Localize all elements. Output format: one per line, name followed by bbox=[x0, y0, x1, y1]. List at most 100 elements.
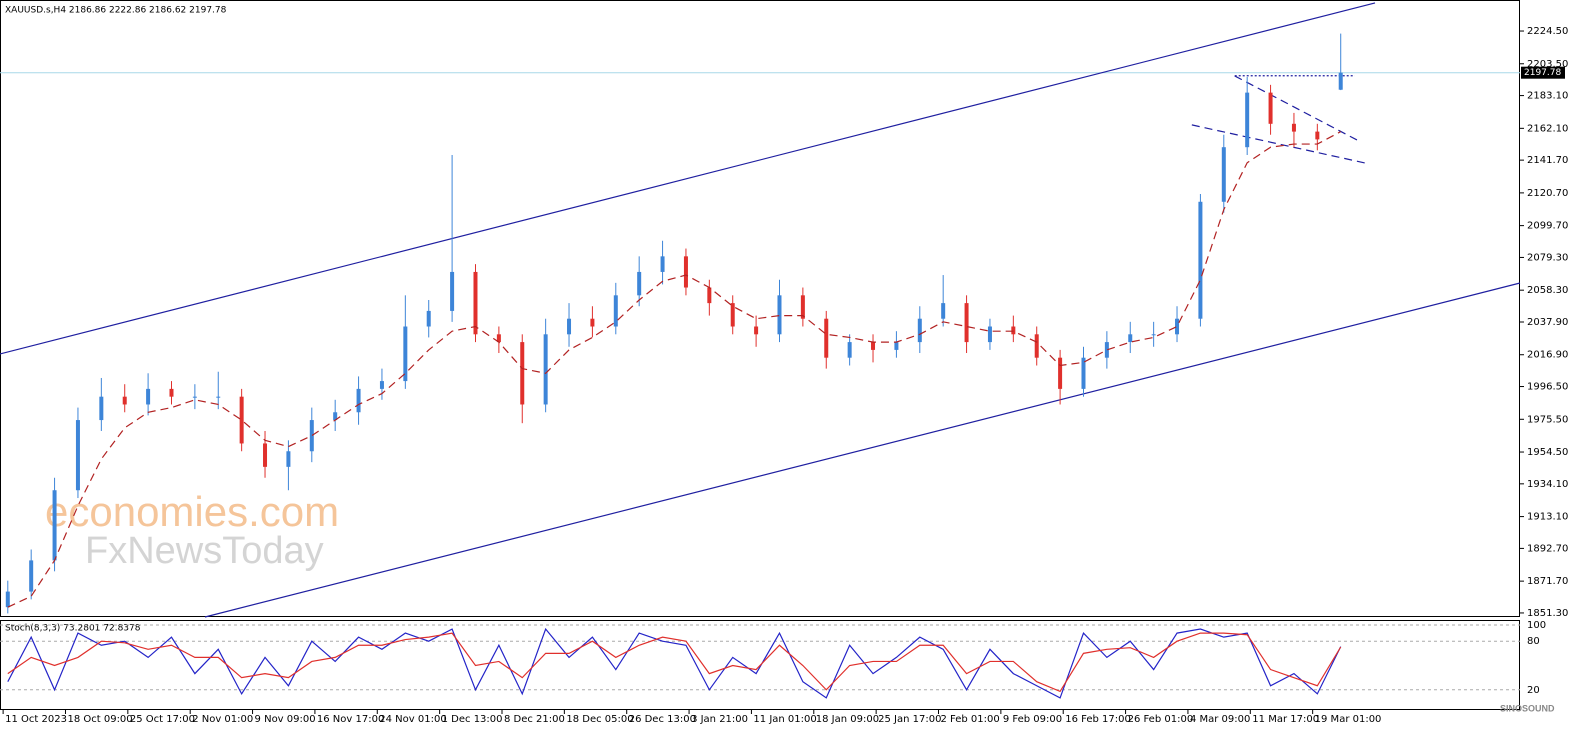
x-tick-label: 19 Mar 01:00 bbox=[1315, 714, 1382, 725]
watermark: FxNewsToday bbox=[85, 530, 324, 572]
candle-body bbox=[473, 271, 478, 335]
x-tick-label: 25 Jan 17:00 bbox=[878, 714, 941, 725]
candle-body bbox=[1058, 357, 1063, 389]
candle-body bbox=[169, 388, 174, 397]
candle-body bbox=[146, 388, 151, 405]
candle-body bbox=[707, 287, 712, 304]
x-tick-label: 11 Mar 17:00 bbox=[1252, 714, 1319, 725]
y-tick-label: 2224.50 bbox=[1527, 26, 1568, 37]
candle-body bbox=[777, 295, 782, 335]
candle-body bbox=[941, 303, 946, 319]
trendline bbox=[1234, 75, 1358, 141]
x-tick-label: 16 Feb 17:00 bbox=[1065, 714, 1131, 725]
x-tick-label: 24 Nov 01:00 bbox=[379, 714, 446, 725]
y-tick-label: 80 bbox=[1527, 636, 1540, 647]
x-tick-label: 18 Oct 09:00 bbox=[67, 714, 132, 725]
candle-body bbox=[403, 326, 408, 382]
y-tick-label: 2037.90 bbox=[1527, 317, 1568, 328]
candle-body bbox=[730, 303, 735, 327]
y-tick-label: 2141.70 bbox=[1527, 155, 1568, 166]
candle-body bbox=[426, 310, 431, 327]
candle-body bbox=[613, 295, 618, 327]
candle-body bbox=[637, 271, 642, 296]
candle-body bbox=[1081, 357, 1086, 389]
y-tick-label: 2058.30 bbox=[1527, 285, 1568, 296]
candle-body bbox=[590, 318, 595, 327]
x-tick-label: 8 Dec 21:00 bbox=[504, 714, 565, 725]
candle-body bbox=[1268, 92, 1273, 124]
candle-body bbox=[1221, 147, 1226, 202]
stoch-line bbox=[7, 627, 1342, 699]
x-tick-label: 2 Feb 01:00 bbox=[941, 714, 1000, 725]
candle-body bbox=[847, 342, 852, 358]
candle-body bbox=[1245, 92, 1250, 148]
candle-body bbox=[333, 412, 338, 421]
candle-body bbox=[1175, 318, 1180, 335]
x-tick-label: 16 Nov 17:00 bbox=[317, 714, 384, 725]
candle-body bbox=[1315, 131, 1320, 140]
y-tick-label: 1913.10 bbox=[1527, 512, 1568, 523]
candle-body bbox=[1104, 342, 1109, 358]
candle-body bbox=[917, 318, 922, 343]
x-tick-label: 1 Dec 13:00 bbox=[442, 714, 503, 725]
x-tick-label: 11 Oct 2023 bbox=[5, 714, 67, 725]
y-tick-label: 20 bbox=[1527, 685, 1540, 696]
candle-body bbox=[1291, 123, 1296, 132]
candle-body bbox=[286, 451, 291, 467]
candle-body bbox=[1011, 326, 1016, 335]
candle-body bbox=[1338, 72, 1343, 90]
stoch-line bbox=[7, 632, 1342, 693]
x-tick-label: 25 Oct 17:00 bbox=[130, 714, 195, 725]
candle-body bbox=[356, 388, 361, 413]
candle-body bbox=[450, 271, 455, 311]
x-tick-label: 4 Mar 09:00 bbox=[1190, 714, 1250, 725]
price-panel bbox=[0, 0, 1520, 617]
y-tick-label: 1975.50 bbox=[1527, 414, 1568, 425]
y-tick-label: 1954.50 bbox=[1527, 447, 1568, 458]
moving-average bbox=[7, 131, 1342, 608]
candle-body bbox=[1198, 201, 1203, 319]
candle-body bbox=[871, 342, 876, 350]
candle-body bbox=[683, 256, 688, 288]
candle-body bbox=[122, 396, 127, 405]
x-tick-label: 11 Jan 01:00 bbox=[753, 714, 816, 725]
y-tick-label: 1996.50 bbox=[1527, 382, 1568, 393]
indicator-title: Stoch(8,3,3) 73.2801 72.8378 bbox=[5, 624, 141, 634]
candle-body bbox=[239, 396, 244, 444]
y-tick-label: 2120.70 bbox=[1527, 188, 1568, 199]
candle-body bbox=[894, 342, 899, 350]
stoch-panel bbox=[0, 620, 1520, 710]
candle-body bbox=[660, 256, 665, 272]
y-tick-label: 1871.70 bbox=[1527, 576, 1568, 587]
candle-body bbox=[263, 443, 268, 467]
candle-body bbox=[1151, 334, 1156, 336]
y-tick-label: 2183.10 bbox=[1527, 91, 1568, 102]
watermark: SINOSOUND bbox=[1500, 703, 1555, 713]
candle-body bbox=[824, 318, 829, 358]
x-tick-label: 26 Dec 13:00 bbox=[629, 714, 696, 725]
x-tick-label: 18 Dec 05:00 bbox=[566, 714, 633, 725]
candle-body bbox=[754, 326, 759, 335]
candle-body bbox=[1128, 334, 1133, 343]
y-tick-label: 1934.10 bbox=[1527, 479, 1568, 490]
candle-body bbox=[5, 591, 10, 608]
y-tick-label: 2016.90 bbox=[1527, 350, 1568, 361]
trendline bbox=[0, 2, 1376, 355]
candle-body bbox=[52, 490, 57, 561]
y-tick-label: 100 bbox=[1527, 620, 1546, 631]
candle-body bbox=[964, 303, 969, 343]
candle-body bbox=[75, 420, 80, 491]
y-tick-label: 1892.70 bbox=[1527, 543, 1568, 554]
candle-body bbox=[1034, 334, 1039, 358]
y-tick-label: 1851.30 bbox=[1527, 608, 1568, 619]
y-tick-label: 2099.70 bbox=[1527, 221, 1568, 232]
candle-body bbox=[987, 326, 992, 343]
y-tick-label: 2079.30 bbox=[1527, 252, 1568, 263]
x-tick-label: 3 Jan 21:00 bbox=[691, 714, 748, 725]
candle-body bbox=[520, 342, 525, 405]
candle-body bbox=[192, 396, 197, 398]
candle-body bbox=[309, 420, 314, 452]
candle-body bbox=[567, 318, 572, 335]
